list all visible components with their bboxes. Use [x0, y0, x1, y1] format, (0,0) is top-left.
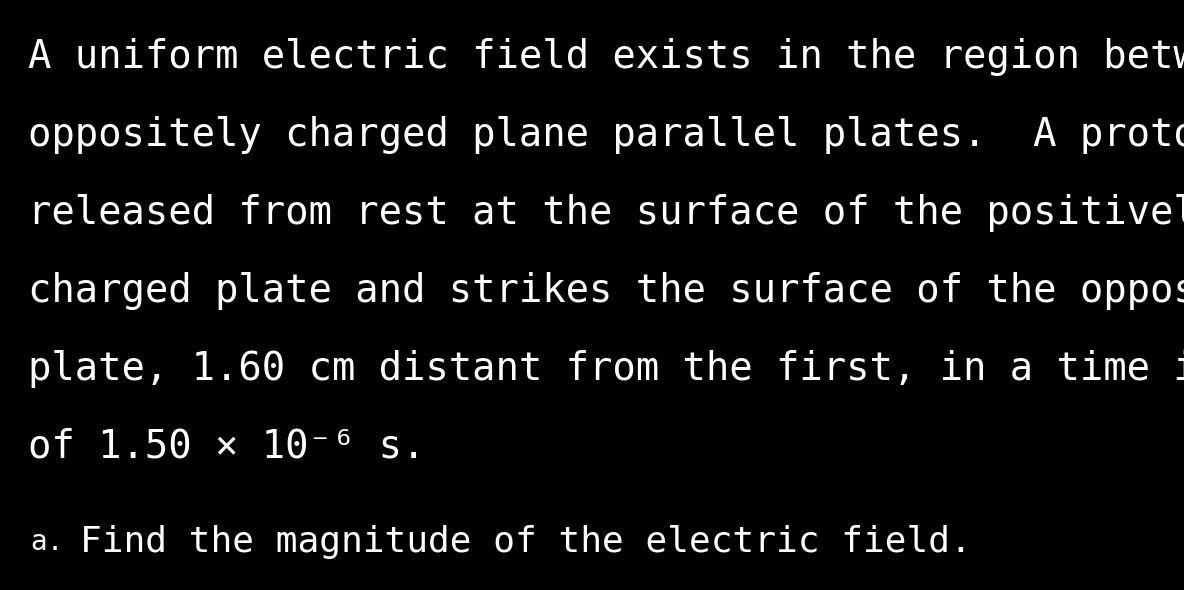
Text: plate, 1.60 cm distant from the first, in a time interval: plate, 1.60 cm distant from the first, i…	[28, 350, 1184, 388]
Text: released from rest at the surface of the positively: released from rest at the surface of the…	[28, 194, 1184, 232]
Text: a.: a.	[30, 528, 64, 556]
Text: charged plate and strikes the surface of the opposite: charged plate and strikes the surface of…	[28, 272, 1184, 310]
Text: oppositely charged plane parallel plates.  A proton is: oppositely charged plane parallel plates…	[28, 116, 1184, 154]
Text: A uniform electric field exists in the region between two: A uniform electric field exists in the r…	[28, 38, 1184, 76]
Text: of 1.50 × 10⁻⁶ s.: of 1.50 × 10⁻⁶ s.	[28, 428, 425, 466]
Text: Find the magnitude of the electric field.: Find the magnitude of the electric field…	[81, 525, 972, 559]
